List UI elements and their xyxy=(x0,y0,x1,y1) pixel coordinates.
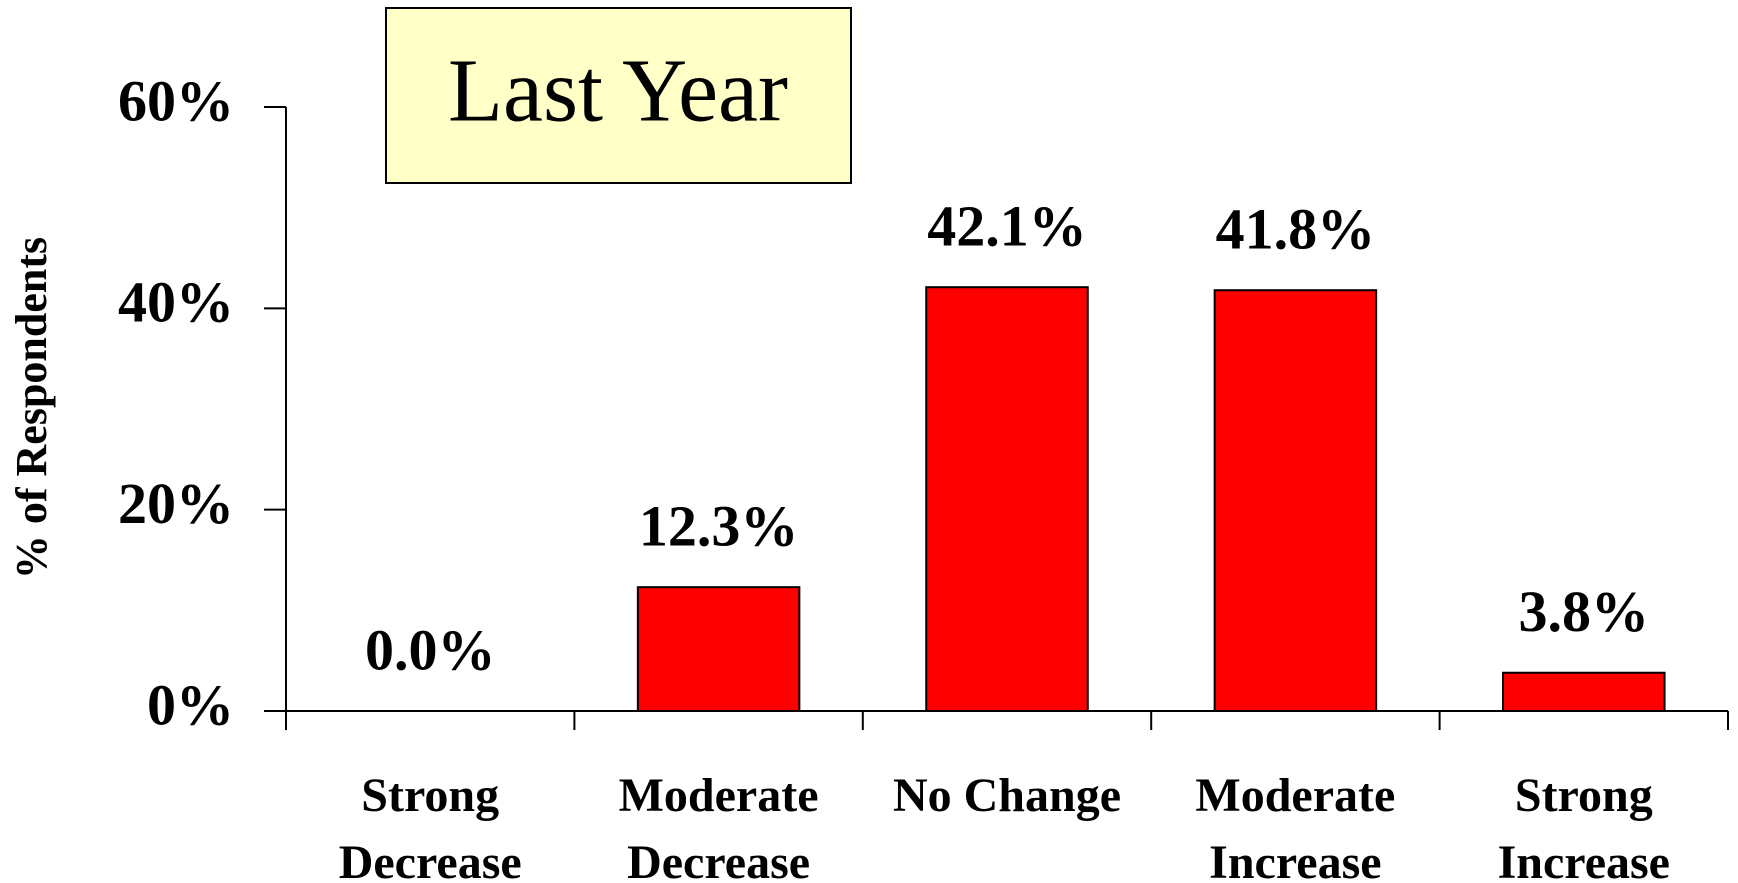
bar xyxy=(1215,290,1377,711)
value-label: 41.8% xyxy=(1216,197,1376,262)
x-tick-label: Moderate Increase xyxy=(1151,762,1439,883)
value-label: 42.1% xyxy=(927,194,1087,259)
y-tick-label: 0% xyxy=(147,672,234,737)
y-tick-label: 60% xyxy=(118,68,234,133)
value-label: 12.3% xyxy=(639,493,799,558)
x-tick-label: No Change xyxy=(863,762,1151,829)
bar xyxy=(1503,673,1665,711)
value-label: 0.0% xyxy=(365,617,496,682)
y-axis-label: % of Respondents xyxy=(7,237,56,579)
chart-title: Last Year xyxy=(448,42,788,141)
value-label: 3.8% xyxy=(1519,579,1650,644)
bar xyxy=(926,287,1088,711)
x-tick-label: Strong Increase xyxy=(1440,762,1728,883)
page: Last Year % of Respondents 0% 20% 40% 60% 0.… xyxy=(0,0,1738,883)
bar xyxy=(638,587,800,711)
x-tick-label: Strong Decrease xyxy=(286,762,574,883)
y-tick-label: 40% xyxy=(118,270,234,335)
chart: Last Year % of Respondents 0% 20% 40% 60% 0.… xyxy=(0,0,1738,883)
y-tick-label: 20% xyxy=(118,471,234,536)
x-tick-label: Moderate Decrease xyxy=(574,762,862,883)
